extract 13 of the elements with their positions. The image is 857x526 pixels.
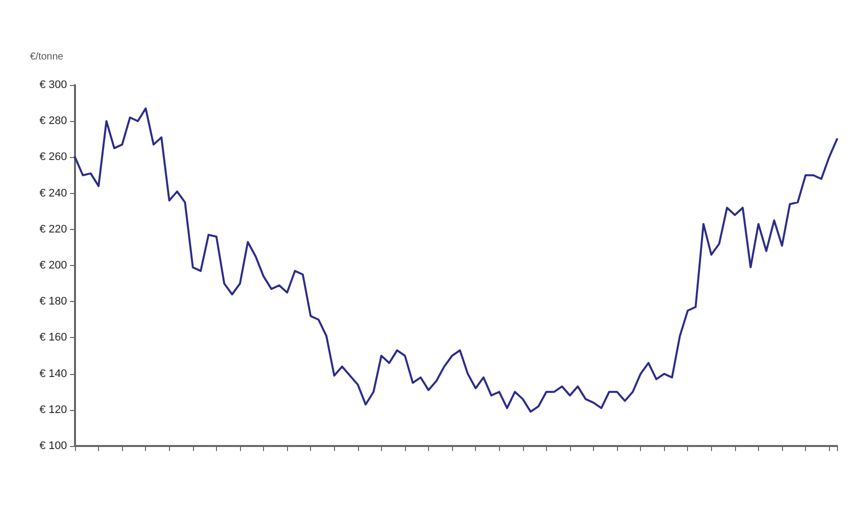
y-axis-title: €/tonne — [30, 52, 64, 62]
y-tick-label: € 200 — [39, 260, 67, 272]
line-series — [74, 107, 838, 413]
y-tick-label: € 100 — [39, 440, 67, 452]
y-tick-label: € 180 — [39, 296, 67, 308]
y-tick-label: € 280 — [39, 115, 67, 128]
y-tick-label: € 140 — [39, 368, 67, 380]
y-tick-label: € 220 — [39, 223, 67, 236]
y-tick-label: € 160 — [39, 332, 67, 344]
y-tick-label: € 300 — [39, 79, 67, 91]
y-tick-label: € 240 — [39, 187, 67, 200]
y-tick-label: € 120 — [39, 404, 67, 416]
y-tick-label: € 260 — [39, 151, 67, 164]
